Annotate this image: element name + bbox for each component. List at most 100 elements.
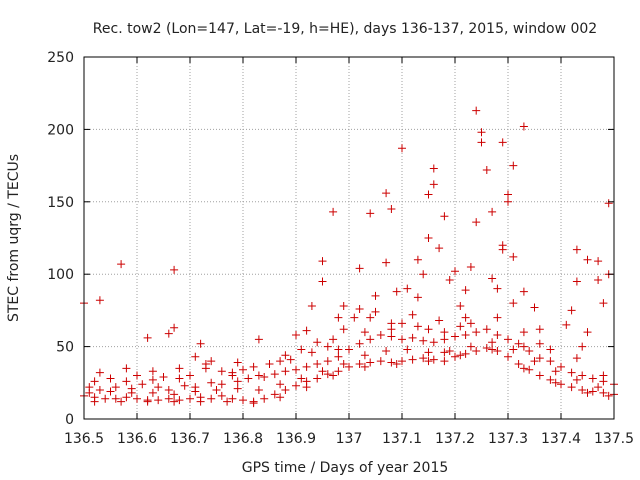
data-point <box>376 331 385 340</box>
data-point <box>148 375 157 384</box>
data-point <box>599 371 608 380</box>
data-point <box>228 394 237 403</box>
data-point <box>191 352 200 361</box>
data-point <box>504 190 512 199</box>
data-point <box>557 362 565 371</box>
data-point <box>578 371 587 380</box>
data-point <box>217 367 226 376</box>
data-point <box>95 368 104 377</box>
data-point <box>355 339 364 348</box>
data-point <box>133 371 141 380</box>
data-point <box>366 313 375 322</box>
data-point <box>318 277 327 286</box>
data-point <box>170 265 179 274</box>
data-point <box>339 302 348 311</box>
data-point <box>472 328 481 337</box>
data-point <box>424 190 433 199</box>
data-point <box>334 313 343 322</box>
data-point <box>578 342 587 351</box>
data-point <box>292 381 300 390</box>
data-point <box>276 393 285 402</box>
x-tick-label: 137.4 <box>541 431 581 447</box>
data-point <box>466 342 475 351</box>
data-point <box>154 383 163 392</box>
data-point <box>339 359 348 368</box>
y-tick-label: 0 <box>65 412 74 428</box>
data-point <box>371 291 380 300</box>
data-point <box>509 252 518 261</box>
data-point <box>339 325 348 334</box>
data-point <box>588 387 597 396</box>
y-tick-label: 150 <box>47 195 74 211</box>
data-point <box>535 339 544 348</box>
data-point <box>519 122 528 131</box>
data-point <box>191 387 200 396</box>
data-point <box>461 331 470 340</box>
data-point <box>466 319 475 328</box>
data-point <box>535 325 544 334</box>
data-point <box>111 394 120 403</box>
data-point <box>302 326 311 335</box>
data-point <box>175 396 184 405</box>
data-point <box>594 275 603 284</box>
data-point <box>281 386 290 395</box>
data-point <box>604 199 613 208</box>
data-point <box>180 381 189 390</box>
x-tick-labels: 136.5 136.6 136.7 136.8 136.9 137 137.1 137.2 13… <box>64 431 634 447</box>
x-tick-label: 137.2 <box>435 431 475 447</box>
data-point <box>472 346 481 355</box>
data-point <box>212 386 221 395</box>
data-point <box>504 197 512 206</box>
data-point <box>387 332 396 341</box>
data-point <box>360 362 369 371</box>
data-point <box>387 319 396 328</box>
data-point <box>270 390 279 399</box>
data-point <box>461 286 470 295</box>
data-point <box>429 180 438 189</box>
data-point <box>217 380 226 389</box>
data-point <box>530 303 539 312</box>
axis-ticks <box>83 56 615 420</box>
data-point <box>154 396 163 405</box>
data-point <box>297 374 306 383</box>
data-point <box>233 358 242 367</box>
data-point <box>567 368 576 377</box>
data-point <box>382 258 391 267</box>
data-point <box>196 339 205 348</box>
data-point <box>440 328 449 337</box>
data-point <box>260 394 269 403</box>
data-point <box>382 189 391 198</box>
data-point <box>90 377 99 386</box>
y-tick-labels: 0 50 100 150 200 250 <box>47 50 74 428</box>
data-point <box>578 386 587 395</box>
data-point <box>249 399 258 408</box>
data-point <box>461 313 470 322</box>
data-point <box>239 365 247 374</box>
data-point <box>186 371 194 380</box>
data-point <box>392 359 401 368</box>
y-tick-label: 200 <box>47 122 74 138</box>
data-point <box>519 342 528 351</box>
x-tick-label: 136.5 <box>64 431 104 447</box>
data-point <box>546 345 555 354</box>
data-point <box>413 255 422 264</box>
data-point <box>207 378 216 387</box>
data-point <box>276 357 285 366</box>
data-point <box>101 394 110 403</box>
data-point <box>572 375 581 384</box>
data-point <box>302 362 311 371</box>
data-point <box>519 287 528 296</box>
data-point <box>572 245 581 254</box>
data-point <box>117 397 126 406</box>
data-point <box>408 333 417 342</box>
x-tick-label: 136.7 <box>170 431 210 447</box>
data-point <box>148 367 157 376</box>
data-point <box>366 209 375 218</box>
data-point <box>382 346 391 355</box>
data-point <box>239 396 247 405</box>
data-point <box>403 284 412 293</box>
data-point <box>530 357 539 366</box>
data-point <box>398 319 406 328</box>
data-point <box>175 374 184 383</box>
data-point <box>546 357 555 366</box>
